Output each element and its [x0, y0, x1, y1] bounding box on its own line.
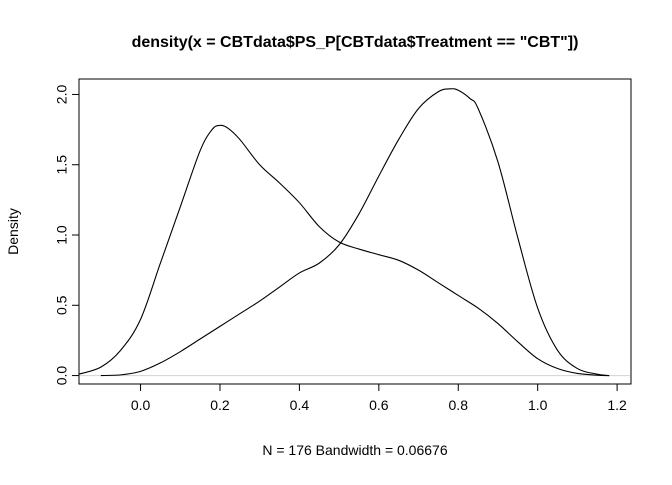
y-tick-label: 2.0	[54, 85, 70, 105]
y-tick-label: 0.0	[54, 366, 70, 386]
series-layer	[78, 88, 610, 377]
x-tick-label: 1.0	[528, 397, 548, 413]
y-axis-label: Density	[5, 208, 21, 255]
x-tick-label: 0.0	[131, 397, 151, 413]
y-tick-label: 0.5	[54, 295, 70, 315]
x-tick-label: 1.2	[607, 397, 627, 413]
x-axis-label: N = 176 Bandwidth = 0.06676	[262, 442, 447, 458]
x-axis: 0.0 0.2 0.4 0.6 0.8 1.0 1.2	[131, 383, 627, 413]
x-tick-label: 0.2	[210, 397, 230, 413]
x-tick-label: 0.8	[449, 397, 469, 413]
density-curve-1	[78, 124, 610, 377]
y-axis: 0.0 0.5 1.0 1.5 2.0	[54, 85, 80, 386]
y-tick-label: 1.5	[54, 155, 70, 175]
x-tick-label: 0.4	[290, 397, 310, 413]
density-curve-2	[100, 88, 610, 377]
x-tick-label: 0.6	[369, 397, 389, 413]
chart-title: density(x = CBTdata$PS_P[CBTdata$Treatme…	[132, 34, 579, 51]
plot-area-frame	[78, 78, 632, 385]
y-tick-label: 1.0	[54, 225, 70, 245]
